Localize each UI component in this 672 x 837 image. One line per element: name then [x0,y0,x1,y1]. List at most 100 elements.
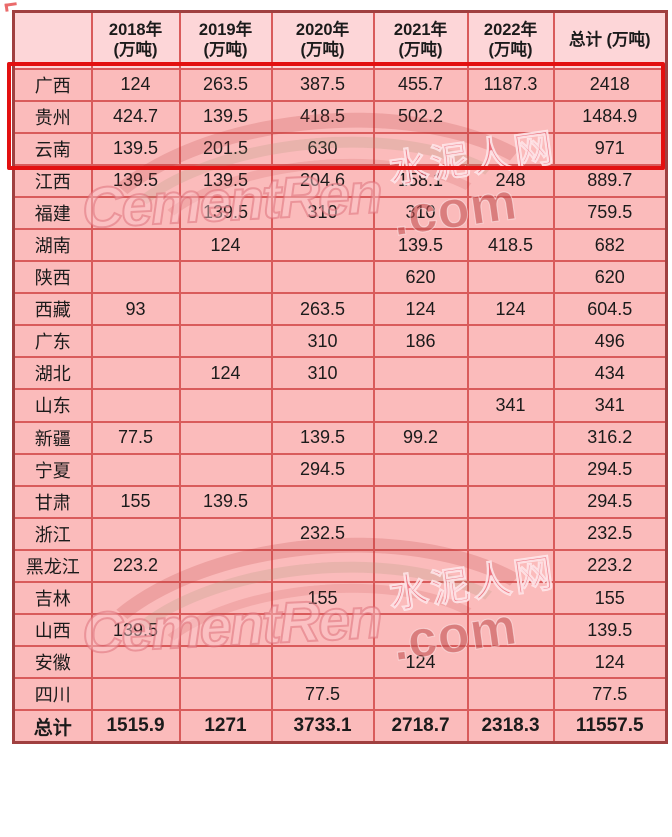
column-header: 2018年 (万吨) [90,10,181,70]
value-cell [270,260,375,295]
value-cell: 124 [552,645,668,680]
value-cell: 204.6 [270,163,375,198]
value-cell [466,677,555,712]
column-header: 2022年 (万吨) [466,10,555,70]
total-label-cell: 总计 [12,709,93,744]
value-cell: 294.5 [552,484,668,519]
value-cell: 496 [552,324,668,359]
province-cell: 陕西 [12,260,93,295]
value-cell [372,356,469,391]
value-cell: 620 [372,260,469,295]
value-cell: 139.5 [178,99,273,134]
total-row: 总计 1515.9 1271 3733.1 2718.7 2318.3 11557.5 [12,709,668,744]
value-cell: 139.5 [178,484,273,519]
value-cell: 294.5 [270,452,375,487]
value-cell: 630 [270,131,375,166]
table-row: 山东 341 341 [12,388,668,423]
value-cell [178,516,273,551]
province-cell: 黑龙江 [12,548,93,584]
value-cell [372,548,469,584]
province-cell: 江西 [12,163,93,198]
value-cell [466,356,555,391]
value-cell [372,388,469,423]
table-row: 甘肃 155 139.5 294.5 [12,484,668,519]
value-cell [90,195,181,230]
value-cell [372,580,469,616]
value-cell [372,452,469,487]
value-cell: 77.5 [270,677,375,712]
value-cell: 341 [552,388,668,423]
value-cell [372,131,469,166]
province-cell: 浙江 [12,516,93,551]
value-cell: 620 [552,260,668,295]
value-cell [270,227,375,263]
value-cell: 139.5 [178,195,273,230]
value-cell [466,452,555,487]
value-cell [372,484,469,519]
column-header: 2021年 (万吨) [372,10,469,70]
table-row: 西藏 93 263.5 124 124 604.5 [12,292,668,327]
value-cell: 139.5 [90,163,181,198]
value-cell [466,548,555,584]
value-cell: 310 [372,195,469,230]
value-cell: 155 [552,580,668,616]
value-cell [372,516,469,551]
value-cell [90,452,181,487]
value-cell: 604.5 [552,292,668,327]
table-row: 广东 310 186 496 [12,324,668,359]
value-cell: 759.5 [552,195,668,230]
value-cell: 93 [90,292,181,327]
column-header: 总计 (万吨) [552,10,668,70]
column-header: 2020年 (万吨) [270,10,375,70]
table-row: 广西 124 263.5 387.5 455.7 1187.3 2418 [12,67,668,102]
value-cell [466,580,555,616]
value-cell: 310 [270,356,375,391]
value-cell [270,484,375,519]
table-row: 云南 139.5 201.5 630 971 [12,131,668,166]
value-cell [178,645,273,680]
value-cell [90,356,181,391]
table-row: 贵州 424.7 139.5 418.5 502.2 1484.9 [12,99,668,134]
value-cell [178,677,273,712]
value-cell: 158.1 [372,163,469,198]
value-cell: 223.2 [90,548,181,584]
value-cell: 3733.1 [270,709,375,744]
value-cell [466,613,555,648]
value-cell [270,388,375,423]
value-cell: 1484.9 [552,99,668,134]
table-row: 陕西 620 620 [12,260,668,295]
value-cell: 1271 [178,709,273,744]
value-cell: 124 [466,292,555,327]
value-cell: 77.5 [552,677,668,712]
value-cell [372,613,469,648]
value-cell: 124 [372,292,469,327]
value-cell: 99.2 [372,420,469,455]
province-cell: 安徽 [12,645,93,680]
value-cell: 1515.9 [90,709,181,744]
value-cell: 124 [90,67,181,102]
table-row: 吉林 155 155 [12,580,668,616]
value-cell: 1187.3 [466,67,555,102]
province-cell: 西藏 [12,292,93,327]
value-cell: 263.5 [178,67,273,102]
value-cell: 310 [270,324,375,359]
table-row: 安徽 124 124 [12,645,668,680]
value-cell: 155 [90,484,181,519]
value-cell: 682 [552,227,668,263]
value-cell: 434 [552,356,668,391]
value-cell [466,99,555,134]
value-cell: 387.5 [270,67,375,102]
cement-clinker-data-table: 2018年 (万吨) 2019年 (万吨) 2020年 (万吨) 2021年 (万吨)… [12,10,668,744]
value-cell [90,324,181,359]
value-cell [372,677,469,712]
value-cell: 139.5 [552,613,668,648]
table-row: 江西 139.5 139.5 204.6 158.1 248 889.7 [12,163,668,198]
value-cell [466,420,555,455]
province-cell: 吉林 [12,580,93,616]
value-cell [90,677,181,712]
value-cell: 294.5 [552,452,668,487]
value-cell: 418.5 [466,227,555,263]
value-cell [178,292,273,327]
value-cell [178,260,273,295]
table-row: 黑龙江 223.2 223.2 [12,548,668,584]
